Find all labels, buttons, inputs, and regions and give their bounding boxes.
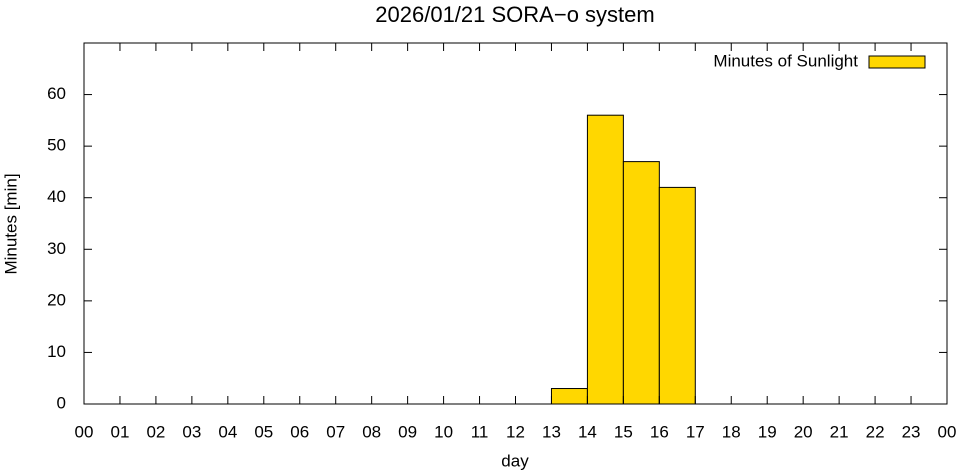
y-tick-label: 50	[47, 136, 66, 155]
x-tick-label: 11	[471, 422, 489, 441]
x-tick-label: 20	[794, 422, 813, 441]
x-tick-label: 16	[650, 422, 669, 441]
y-tick-label: 20	[47, 290, 66, 309]
x-tick-label: 00	[75, 422, 94, 441]
x-axis-label: day	[501, 451, 529, 470]
x-tick-label: 01	[110, 422, 129, 441]
y-tick-label: 30	[47, 239, 66, 258]
y-tick-label: 60	[47, 84, 66, 103]
x-tick-label: 03	[182, 422, 201, 441]
chart-title: 2026/01/21 SORA−o system	[375, 2, 654, 27]
x-tick-label: 09	[398, 422, 417, 441]
y-tick-label: 40	[47, 187, 66, 206]
bar	[622, 161, 660, 405]
y-tick-label: 10	[47, 342, 66, 361]
x-tick-label: 18	[722, 422, 741, 441]
bar	[658, 186, 696, 405]
x-tick-label: 23	[902, 422, 921, 441]
legend-swatch	[868, 55, 926, 69]
legend-label: Minutes of Sunlight	[713, 51, 858, 70]
y-tick-label: 0	[57, 393, 66, 412]
x-tick-label: 19	[758, 422, 777, 441]
x-tick-label: 22	[866, 422, 885, 441]
x-tick-label: 17	[686, 422, 705, 441]
y-axis-label: Minutes [min]	[1, 173, 20, 274]
x-tick-label: 06	[290, 422, 309, 441]
x-tick-label: 13	[542, 422, 561, 441]
x-tick-label: 15	[614, 422, 633, 441]
x-tick-label: 10	[434, 422, 453, 441]
plot-frame	[83, 42, 948, 405]
x-tick-label: 05	[254, 422, 273, 441]
x-tick-label: 21	[830, 422, 849, 441]
bar	[550, 388, 588, 405]
x-tick-label: 14	[578, 422, 597, 441]
x-tick-label: 08	[362, 422, 381, 441]
x-tick-label: 04	[218, 422, 237, 441]
x-tick-label: 02	[146, 422, 165, 441]
x-tick-label: 00	[938, 422, 957, 441]
bar	[586, 114, 624, 405]
x-tick-label: 07	[326, 422, 345, 441]
x-tick-label: 12	[506, 422, 525, 441]
